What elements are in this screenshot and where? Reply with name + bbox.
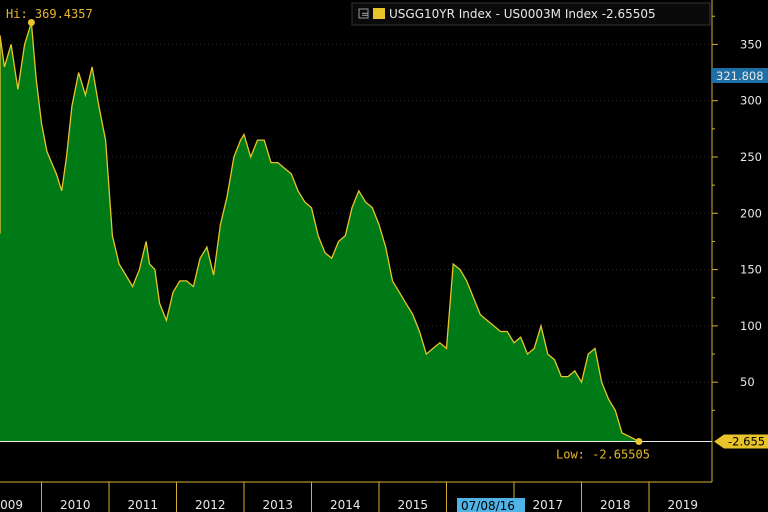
x-tick-label: 2013 [262,498,293,512]
date-marker-text: 07/08/16 [461,499,515,512]
x-tick-label: 2012 [195,498,226,512]
last-value-box-text: 321.808 [716,69,764,83]
legend-toggle-icon-glyph: = [361,10,369,20]
y-tick-label: 300 [740,94,762,108]
date-marker: 07/08/16 [457,498,525,512]
x-tick-label: 2018 [600,498,631,512]
high-annotation-group: Hi: 369.4357 [6,7,93,26]
x-tick-label: 2009 [0,498,23,512]
x-ticks: 2009 2010 2011 2012 2013 2014 2015 2017 2018 2019 [0,482,698,512]
x-tick-label: 2010 [60,498,91,512]
x-tick-label: 2019 [667,498,698,512]
y-tick-label: 200 [740,206,762,220]
x-tick-label: 2011 [127,498,158,512]
data-area [0,22,639,442]
high-annotation: Hi: 369.4357 [6,7,93,21]
low-annotation-group: Low: -2.65505 [556,438,650,462]
data-line [0,22,640,443]
y-tick-label: 50 [740,375,755,389]
legend-label: USGG10YR Index - US0003M Index -2.65505 [389,7,656,21]
legend-swatch [373,8,385,19]
legend-toggle-icon[interactable] [358,8,369,19]
y-tick-label: 250 [740,150,762,164]
current-value-arrow [714,434,768,449]
last-value-box-bg [712,68,768,83]
legend: = USGG10YR Index - US0003M Index -2.6550… [351,2,711,26]
date-marker-bg [457,498,525,512]
y-tick-label: 100 [740,319,762,333]
current-value-text: -2.655 [728,435,765,449]
low-annotation: Low: -2.65505 [556,448,650,462]
high-point-marker [27,19,35,26]
legend-box [351,2,711,26]
x-tick-label: 2015 [397,498,428,512]
y-axis: 350 300 250 200 150 100 50 [711,0,762,482]
y-tick-label: 350 [740,37,762,51]
y-tick-label: 150 [740,263,762,277]
x-tick-label: 2014 [330,498,361,512]
low-point-marker [635,438,643,445]
x-axis-band [0,482,768,512]
current-value-box: -2.655 [714,434,768,449]
x-tick-label: 2017 [532,498,563,512]
y-ticks: 350 300 250 200 150 100 50 [712,15,762,411]
last-value-box: 321.808 [712,68,768,83]
x-axis: 2009 2010 2011 2012 2013 2014 2015 2017 2018 2019 [0,481,768,512]
